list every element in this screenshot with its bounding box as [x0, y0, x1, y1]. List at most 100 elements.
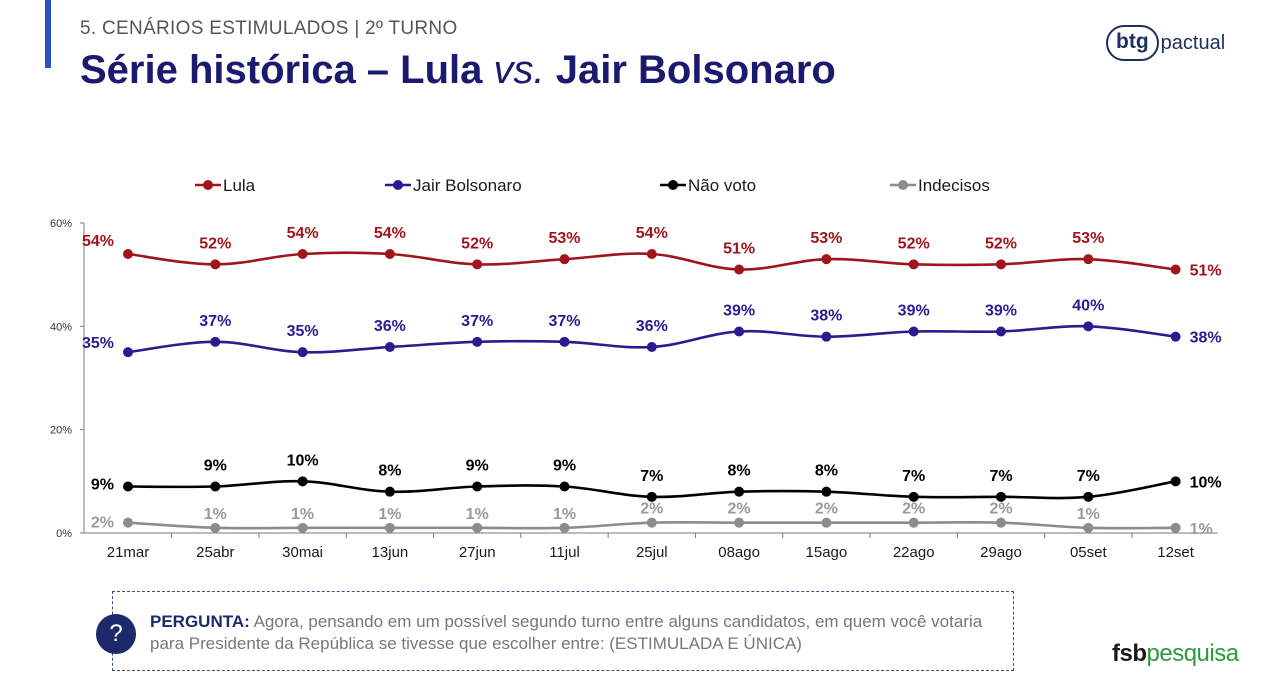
data-point [123, 481, 133, 492]
data-point [996, 517, 1006, 528]
data-point [123, 249, 133, 259]
data-label: 54% [287, 225, 319, 242]
x-tick-label: 29ago [980, 544, 1022, 561]
data-point [646, 491, 657, 502]
data-point [210, 481, 221, 492]
data-label: 1% [378, 506, 401, 523]
data-label: 9% [204, 458, 227, 475]
data-point [1170, 522, 1181, 533]
legend-marker [203, 180, 213, 190]
data-label: 10% [287, 452, 319, 469]
data-label: 54% [374, 225, 406, 242]
data-point [559, 481, 570, 492]
logo-bold: btg [1106, 25, 1159, 61]
data-point [384, 249, 395, 259]
data-label: 38% [1190, 330, 1222, 347]
x-tick-label: 25abr [196, 544, 234, 561]
x-tick-label: 15ago [806, 544, 848, 561]
legend-marker [668, 180, 678, 190]
x-tick-label: 13jun [372, 544, 409, 561]
data-point [734, 517, 745, 528]
data-point [996, 259, 1006, 270]
data-point [1083, 321, 1094, 332]
legend-label: Jair Bolsonaro [413, 176, 522, 195]
y-tick-label: 40% [50, 321, 72, 333]
data-label: 8% [378, 463, 401, 480]
data-label: 1% [291, 506, 314, 523]
data-label: 1% [553, 506, 576, 523]
data-point [908, 259, 919, 270]
data-point [123, 517, 133, 528]
data-point [1083, 522, 1094, 533]
legend-label: Indecisos [918, 176, 990, 195]
legend-label: Lula [223, 176, 256, 195]
x-tick-label: 30mai [282, 544, 323, 561]
data-point [472, 259, 483, 270]
accent-bar [45, 0, 51, 68]
data-label: 52% [461, 235, 493, 252]
data-point [646, 342, 657, 352]
data-label: 2% [640, 501, 663, 518]
x-tick-label: 08ago [718, 544, 760, 561]
data-point [734, 326, 745, 337]
data-point [472, 522, 483, 533]
x-tick-label: 27jun [459, 544, 496, 561]
data-point [384, 486, 395, 497]
data-label: 2% [728, 501, 751, 518]
x-tick-label: 11jul [549, 544, 580, 561]
data-label: 2% [815, 501, 838, 518]
data-point [734, 264, 745, 275]
y-tick-label: 0% [56, 528, 72, 540]
fsb-logo-part2: pesquisa [1146, 640, 1240, 667]
data-label: 9% [466, 458, 489, 475]
data-label: 9% [91, 477, 114, 494]
data-point [908, 326, 919, 337]
question-label: PERGUNTA: [150, 612, 250, 631]
data-label: 54% [82, 233, 114, 250]
fsb-logo-part1: fsb [1112, 640, 1147, 667]
data-label: 7% [902, 468, 925, 485]
data-label: 2% [989, 501, 1012, 518]
data-label: 53% [810, 230, 842, 247]
data-label: 53% [548, 230, 580, 247]
data-label: 37% [461, 313, 493, 330]
title-vs: vs. [493, 48, 545, 92]
data-label: 37% [199, 313, 231, 330]
data-point [996, 326, 1006, 337]
data-point [821, 254, 832, 265]
y-tick-label: 20% [50, 425, 72, 437]
data-label: 54% [636, 225, 668, 242]
x-tick-label: 05set [1070, 544, 1108, 561]
data-point [297, 522, 308, 533]
data-label: 52% [898, 235, 930, 252]
data-point [821, 331, 832, 342]
section-heading: 5. CENÁRIOS ESTIMULADOS | 2º TURNO [80, 18, 458, 39]
question-body: Agora, pensando em um possível segundo t… [150, 612, 983, 653]
data-label: 38% [810, 308, 842, 325]
logo-light: pactual [1160, 31, 1226, 54]
data-point [210, 522, 221, 533]
title-part1: Série histórica – Lula [80, 48, 494, 92]
data-label: 53% [1072, 230, 1104, 247]
data-label: 36% [636, 318, 668, 335]
x-tick-label: 21mar [107, 544, 150, 561]
data-point [123, 347, 133, 358]
data-label: 35% [82, 335, 114, 352]
data-point [210, 259, 221, 270]
data-label: 1% [466, 506, 489, 523]
data-label: 35% [287, 323, 319, 340]
data-label: 2% [902, 501, 925, 518]
data-point [472, 481, 483, 492]
data-point [472, 336, 483, 347]
data-point [908, 491, 919, 502]
data-label: 9% [553, 458, 576, 475]
y-tick-label: 60% [50, 218, 72, 230]
data-point [384, 342, 395, 352]
data-point [559, 336, 570, 347]
data-label: 1% [204, 506, 227, 523]
data-label: 40% [1072, 297, 1104, 314]
legend-marker [393, 180, 403, 190]
data-point [297, 347, 308, 358]
data-point [646, 249, 657, 259]
